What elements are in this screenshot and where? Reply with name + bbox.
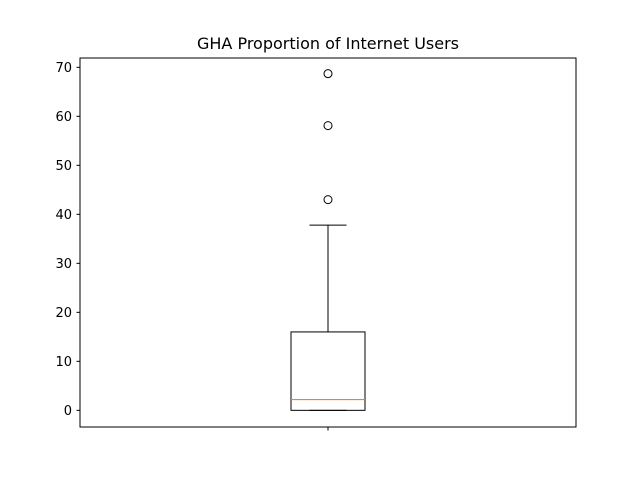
outlier-point (323, 195, 333, 205)
y-tick-label: 70 (55, 61, 72, 76)
y-tick-label: 60 (55, 110, 72, 125)
y-tick-label: 10 (55, 355, 72, 370)
y-axis-ticks: 0 10 20 30 40 50 60 70 (55, 61, 80, 419)
outlier-point (323, 69, 333, 79)
outlier-points (323, 69, 333, 205)
outlier-point (323, 121, 333, 131)
y-tick-label: 50 (55, 159, 72, 174)
y-tick-label: 40 (55, 208, 72, 223)
chart-title: GHA Proportion of Internet Users (197, 34, 459, 53)
plot-frame (79, 57, 577, 428)
y-tick-label: 30 (55, 257, 72, 272)
box-element (290, 224, 366, 411)
iqr-box (290, 331, 366, 411)
y-tick-label: 0 (64, 404, 72, 419)
y-tick-label: 20 (55, 306, 72, 321)
